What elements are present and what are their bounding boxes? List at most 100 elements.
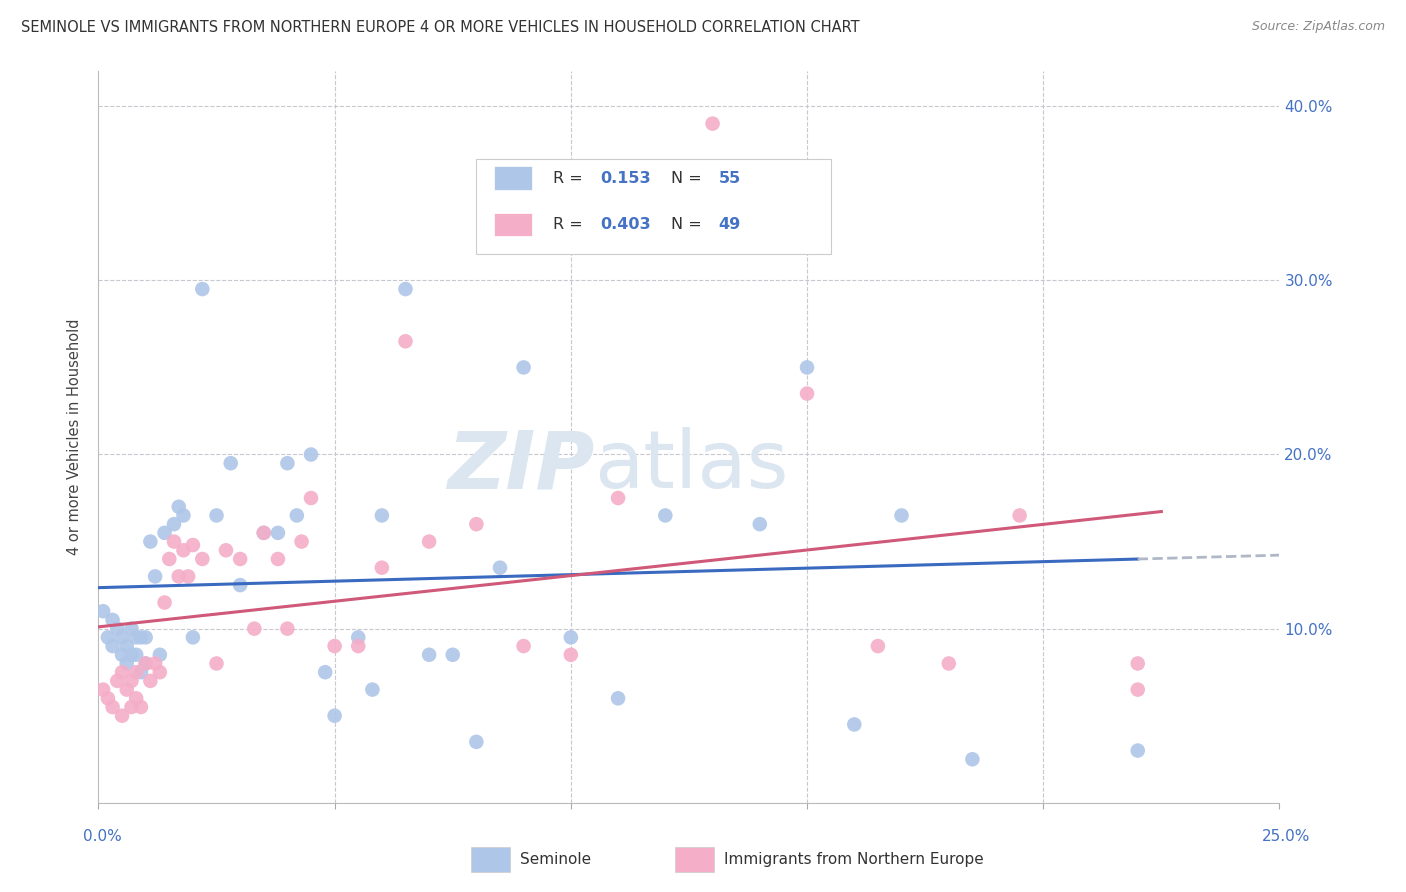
Text: Source: ZipAtlas.com: Source: ZipAtlas.com [1251, 20, 1385, 33]
Point [121, 673, 143, 688]
Point [361, 682, 384, 697]
Point [465, 517, 488, 532]
Point [149, 648, 172, 662]
Point [115, 639, 138, 653]
Text: 0.0%: 0.0% [83, 830, 122, 844]
Point [560, 648, 582, 662]
Point [167, 569, 190, 583]
Point [323, 708, 346, 723]
Point [181, 631, 204, 645]
Point [91, 604, 114, 618]
Point [125, 648, 148, 662]
Point [129, 700, 152, 714]
Point [205, 508, 228, 523]
Point [512, 639, 534, 653]
Point [125, 631, 148, 645]
Point [101, 613, 124, 627]
Point [205, 657, 228, 671]
Point [796, 386, 818, 401]
Point [135, 631, 157, 645]
Point [129, 631, 152, 645]
Point [143, 569, 166, 583]
Point [149, 665, 172, 680]
Point [111, 648, 134, 662]
Point [607, 691, 630, 706]
Point [371, 560, 394, 574]
Point [654, 508, 676, 523]
Text: atlas: atlas [595, 427, 789, 506]
Point [91, 682, 114, 697]
Point [135, 657, 157, 671]
FancyBboxPatch shape [494, 167, 531, 190]
Text: 55: 55 [718, 170, 741, 186]
Point [253, 525, 276, 540]
Point [276, 622, 298, 636]
Point [143, 657, 166, 671]
Point [371, 508, 394, 523]
Point [115, 657, 138, 671]
Point [101, 639, 124, 653]
Point [243, 622, 266, 636]
Point [97, 691, 120, 706]
Point [191, 282, 214, 296]
Point [748, 517, 770, 532]
Point [105, 622, 128, 636]
Point [702, 117, 724, 131]
Text: 0.153: 0.153 [600, 170, 651, 186]
Point [163, 517, 186, 532]
Point [229, 552, 252, 566]
Point [441, 648, 464, 662]
Text: ZIP: ZIP [447, 427, 595, 506]
Point [181, 538, 204, 552]
Point [121, 622, 143, 636]
Point [394, 282, 416, 296]
FancyBboxPatch shape [494, 212, 531, 235]
Point [314, 665, 336, 680]
Point [347, 639, 370, 653]
Point [139, 673, 162, 688]
Point [111, 665, 134, 680]
Point [105, 673, 128, 688]
Point [560, 631, 582, 645]
Point [125, 691, 148, 706]
Point [135, 657, 157, 671]
Point [1008, 508, 1031, 523]
Point [267, 525, 290, 540]
Y-axis label: 4 or more Vehicles in Household: 4 or more Vehicles in Household [67, 318, 83, 556]
Point [607, 491, 630, 505]
Point [111, 708, 134, 723]
Point [115, 682, 138, 697]
Text: 0.403: 0.403 [600, 217, 651, 232]
Point [172, 508, 194, 523]
Point [418, 648, 440, 662]
Point [153, 595, 176, 609]
Point [219, 456, 242, 470]
Point [129, 665, 152, 680]
Point [191, 552, 214, 566]
Point [512, 360, 534, 375]
Point [215, 543, 238, 558]
Point [172, 543, 194, 558]
Point [111, 631, 134, 645]
Point [121, 700, 143, 714]
Text: N =: N = [671, 217, 702, 232]
Point [962, 752, 984, 766]
Point [299, 448, 322, 462]
Point [153, 525, 176, 540]
FancyBboxPatch shape [477, 159, 831, 254]
Text: R =: R = [553, 170, 588, 186]
Point [702, 186, 724, 201]
Point [323, 639, 346, 653]
Point [890, 508, 912, 523]
Point [125, 665, 148, 680]
Point [157, 552, 180, 566]
Text: R =: R = [553, 217, 588, 232]
Text: N =: N = [671, 170, 702, 186]
Point [1126, 657, 1149, 671]
Point [163, 534, 186, 549]
Point [177, 569, 200, 583]
Point [290, 534, 312, 549]
Text: SEMINOLE VS IMMIGRANTS FROM NORTHERN EUROPE 4 OR MORE VEHICLES IN HOUSEHOLD CORR: SEMINOLE VS IMMIGRANTS FROM NORTHERN EUR… [21, 20, 859, 35]
Point [299, 491, 322, 505]
Point [938, 657, 960, 671]
